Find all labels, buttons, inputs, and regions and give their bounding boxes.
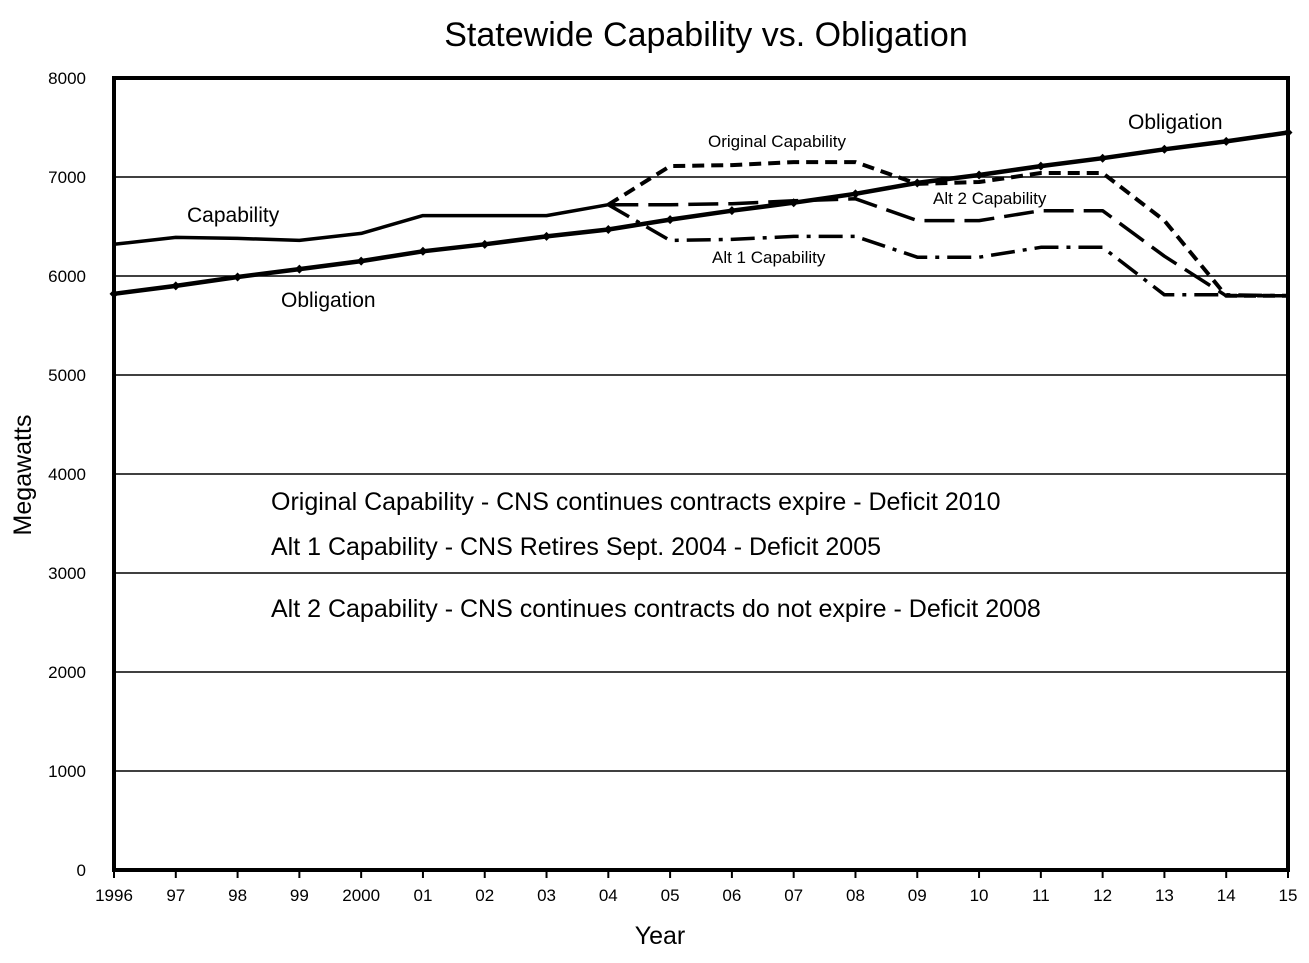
y-tick-label-1000: 1000 (48, 762, 86, 781)
x-axis-ticks: 1996 97 98 99 2000 01 02 03 04 05 06 07 08 09 10 11 12 13… (95, 870, 1297, 905)
obligation-label-right: Obligation (1128, 111, 1223, 134)
alt2-capability-label: Alt 2 Capability (933, 189, 1047, 208)
series-lines (109, 127, 1293, 299)
point-obligation-08 (850, 189, 860, 199)
annotation-original: Original Capability - CNS continues cont… (271, 488, 1000, 516)
obligation-label-left: Obligation (281, 289, 376, 312)
alt1-capability-label: Alt 1 Capability (712, 248, 826, 267)
y-axis-ticks: 0 1000 2000 3000 4000 5000 6000 7000 8000 (48, 69, 86, 880)
x-tick-label-03: 03 (537, 886, 556, 905)
x-tick-label-97: 97 (166, 886, 185, 905)
x-tick-label-05: 05 (661, 886, 680, 905)
grid-lines (114, 176, 1288, 772)
point-obligation-11 (1036, 161, 1046, 171)
x-tick-label-13: 13 (1155, 886, 1174, 905)
series-line-alt-1-capability (607, 203, 1289, 298)
y-tick-label-3000: 3000 (48, 564, 86, 583)
x-tick-label-09: 09 (908, 886, 927, 905)
point-obligation-99 (294, 264, 304, 274)
x-tick-label-14: 14 (1217, 886, 1236, 905)
point-obligation-02 (480, 239, 490, 249)
point-obligation-14 (1221, 136, 1231, 146)
y-tick-label-5000: 5000 (48, 366, 86, 385)
x-tick-label-10: 10 (970, 886, 989, 905)
y-tick-label-0: 0 (77, 861, 86, 880)
y-axis-label: Megawatts (9, 415, 37, 536)
series-line-capability (113, 202, 609, 247)
point-obligation-05 (665, 215, 675, 225)
point-obligation-2000 (356, 256, 366, 266)
capability-label: Capability (187, 204, 280, 227)
point-obligation-97 (171, 281, 181, 291)
series-line-original-capability (607, 160, 1288, 298)
x-tick-label-02: 02 (475, 886, 494, 905)
x-tick-label-11: 11 (1032, 886, 1050, 905)
y-tick-label-2000: 2000 (48, 663, 86, 682)
series-line-alt-2-capability (608, 197, 1288, 298)
x-axis-label: Year (635, 922, 686, 950)
point-obligation-13 (1159, 144, 1169, 154)
point-obligation-06 (727, 206, 737, 216)
y-tick-label-7000: 7000 (48, 168, 86, 187)
x-tick-label-08: 08 (846, 886, 865, 905)
x-tick-label-06: 06 (722, 886, 741, 905)
series-line-obligation (113, 130, 1289, 297)
x-tick-label-98: 98 (228, 886, 247, 905)
y-tick-label-8000: 8000 (48, 69, 86, 88)
point-obligation-01 (418, 246, 428, 256)
x-tick-label-1996: 1996 (95, 886, 133, 905)
chart-title: Statewide Capability vs. Obligation (444, 16, 968, 54)
y-tick-label-4000: 4000 (48, 465, 86, 484)
point-obligation-03 (542, 231, 552, 241)
point-obligation-04 (603, 224, 613, 234)
x-tick-label-07: 07 (784, 886, 803, 905)
x-tick-label-2000: 2000 (342, 886, 380, 905)
x-tick-label-04: 04 (599, 886, 618, 905)
annotation-alt1: Alt 1 Capability - CNS Retires Sept. 200… (271, 533, 881, 561)
point-obligation-98 (233, 272, 243, 282)
point-obligation-10 (974, 170, 984, 180)
plot-frame (112, 76, 1290, 872)
x-tick-label-01: 01 (413, 886, 432, 905)
y-tick-label-6000: 6000 (48, 267, 86, 286)
original-capability-label: Original Capability (708, 132, 846, 151)
x-tick-label-99: 99 (290, 886, 309, 905)
point-obligation-12 (1098, 153, 1108, 163)
x-tick-label-12: 12 (1093, 886, 1112, 905)
annotation-alt2: Alt 2 Capability - CNS continues contrac… (271, 595, 1041, 623)
x-tick-label-15: 15 (1279, 886, 1298, 905)
